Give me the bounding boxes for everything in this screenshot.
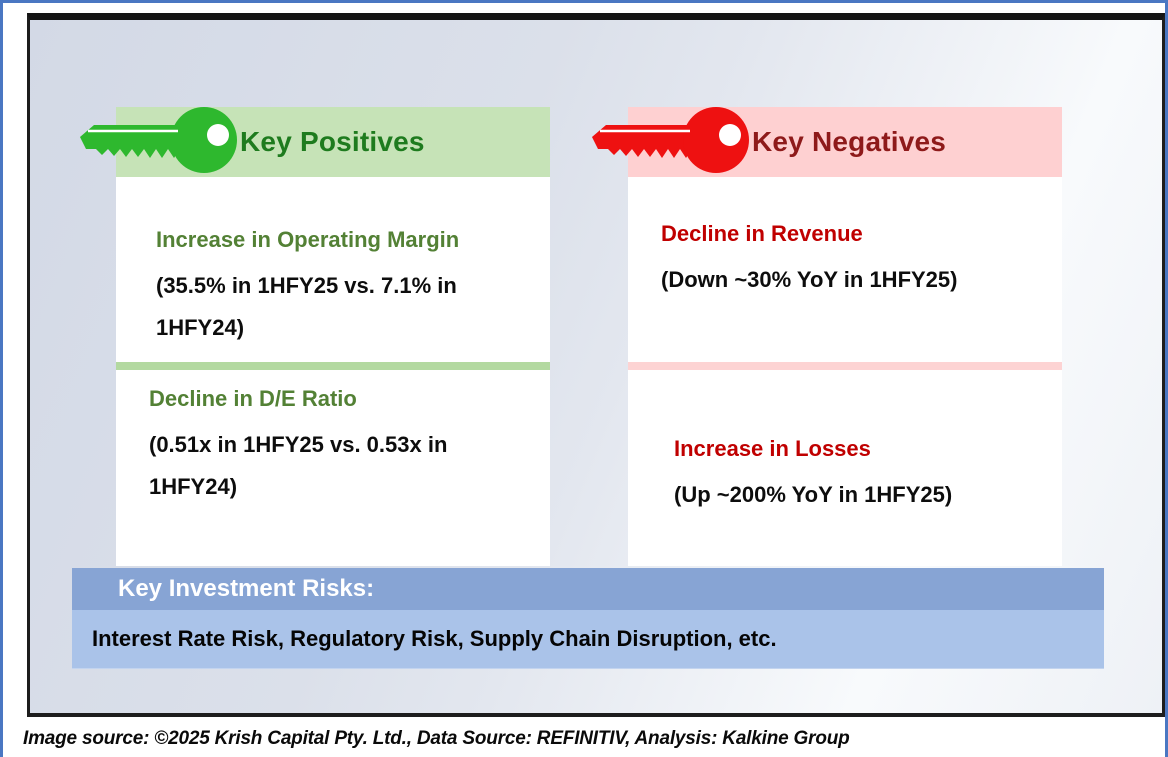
negative-item-1: Decline in Revenue (Down ~30% YoY in 1HF… [628, 177, 1062, 362]
risk-bar-title: Key Investment Risks: [118, 575, 375, 602]
key-positives-panel: Key Positives Increase in Operating Marg… [80, 107, 550, 566]
positive-item-2: Decline in D/E Ratio (0.51x in 1HFY25 vs… [116, 370, 550, 566]
negative-item-1-detail: (Down ~30% YoY in 1HFY25) [661, 267, 958, 292]
key-positives-title: Key Positives [240, 126, 425, 157]
risk-bar-body: Interest Rate Risk, Regulatory Risk, Sup… [72, 610, 1104, 669]
positives-divider [116, 362, 550, 370]
negative-item-1-heading: Decline in Revenue [661, 221, 863, 246]
positive-item-2-heading: Decline in D/E Ratio [149, 386, 357, 411]
key-positives-card: Increase in Operating Margin (35.5% in 1… [116, 177, 550, 566]
positive-item-1: Increase in Operating Margin (35.5% in 1… [116, 177, 550, 362]
negative-item-2-heading: Increase in Losses [674, 436, 871, 461]
red-key-icon [592, 107, 749, 173]
key-negatives-panel: Key Negatives Decline in Revenue (Down ~… [592, 107, 1062, 566]
footer: Image source: ©2025 Krish Capital Pty. L… [3, 721, 1165, 757]
footer-source-text: Image source: ©2025 Krish Capital Pty. L… [23, 728, 850, 749]
key-negatives-card: Decline in Revenue (Down ~30% YoY in 1HF… [628, 177, 1062, 566]
negative-item-2: Increase in Losses (Up ~200% YoY in 1HFY… [628, 370, 1062, 566]
positive-item-1-detail: (35.5% in 1HFY25 vs. 7.1% in 1HFY24) [156, 273, 457, 340]
main-frame: Key Positives Increase in Operating Marg… [27, 13, 1165, 717]
risk-bar-header: Key Investment Risks: [72, 568, 1104, 610]
risk-bar-detail: Interest Rate Risk, Regulatory Risk, Sup… [92, 626, 777, 651]
negatives-divider [628, 362, 1062, 370]
negative-item-2-detail: (Up ~200% YoY in 1HFY25) [674, 482, 953, 507]
positive-item-2-detail: (0.51x in 1HFY25 vs. 0.53x in 1HFY24) [149, 432, 448, 499]
green-key-icon [80, 107, 237, 173]
positive-item-1-heading: Increase in Operating Margin [156, 227, 460, 252]
risk-bar: Key Investment Risks: Interest Rate Risk… [72, 568, 1104, 669]
key-negatives-title: Key Negatives [752, 126, 947, 157]
